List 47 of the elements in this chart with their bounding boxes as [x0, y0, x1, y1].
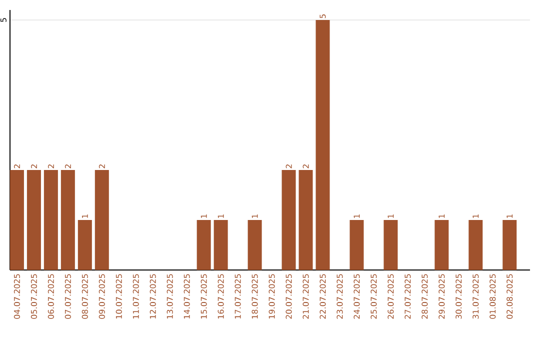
x-tick-label: 28.07.2025: [422, 274, 428, 319]
x-tick-label: 30.07.2025: [456, 274, 462, 319]
x-tick-label: 06.07.2025: [48, 274, 54, 319]
data-label: 1: [506, 214, 513, 218]
x-tick-label: 12.07.2025: [150, 274, 156, 318]
x-tick-label: 18.07.2025: [252, 274, 258, 318]
data-label: 2: [14, 164, 20, 168]
x-tick-label: 26.07.2025: [388, 274, 394, 319]
x-tick-label: 04.07.2025: [14, 274, 20, 319]
x-tick-label: 31.07.2025: [472, 274, 479, 319]
x-tick-label: 22.07.2025: [320, 274, 326, 319]
data-label: 1: [218, 214, 224, 218]
x-tick-label: 19.07.2025: [268, 274, 275, 318]
data-label: 1: [82, 214, 88, 218]
x-tick-label: 15.07.2025: [200, 274, 207, 318]
x-tick-label: 16.07.2025: [218, 274, 224, 318]
data-label: 2: [302, 164, 309, 168]
data-label: 1: [354, 214, 360, 218]
data-label: 1: [200, 214, 207, 218]
x-tick-label: 23.07.2025: [336, 274, 343, 319]
data-label: 1: [388, 214, 394, 218]
x-tick-label: 11.07.2025: [132, 274, 139, 318]
x-tick-label: 21.07.2025: [302, 274, 309, 319]
x-tick-label: 10.07.2025: [116, 274, 122, 318]
data-label: 1: [438, 214, 445, 218]
x-tick-label: 20.07.2025: [286, 274, 292, 319]
x-tick-label: 09.07.2025: [98, 274, 105, 319]
x-tick-label: 24.07.2025: [354, 274, 360, 319]
data-label: 1: [252, 214, 258, 218]
x-tick-label: 17.07.2025: [234, 274, 241, 318]
x-tick-label: 25.07.2025: [370, 274, 377, 319]
data-label: 2: [286, 164, 292, 168]
data-label: 1: [472, 214, 479, 218]
x-tick-label: 01.08.2025: [490, 274, 496, 319]
x-tick-label: 14.07.2025: [184, 274, 190, 318]
data-label: 2: [64, 164, 71, 168]
data-label: 2: [48, 164, 54, 168]
data-label: 2: [98, 164, 105, 168]
x-tick-label: 08.07.2025: [82, 274, 88, 319]
data-label: 5: [320, 14, 326, 18]
x-tick-label: 13.07.2025: [166, 274, 173, 318]
x-tick-label: 05.07.2025: [30, 274, 37, 319]
data-label: 2: [30, 164, 37, 168]
x-tick-label: 07.07.2025: [64, 274, 71, 319]
x-tick-label: 02.08.2025: [506, 274, 513, 319]
x-tick-label: 29.07.2025: [438, 274, 445, 319]
x-tick-label: 27.07.2025: [404, 274, 411, 319]
